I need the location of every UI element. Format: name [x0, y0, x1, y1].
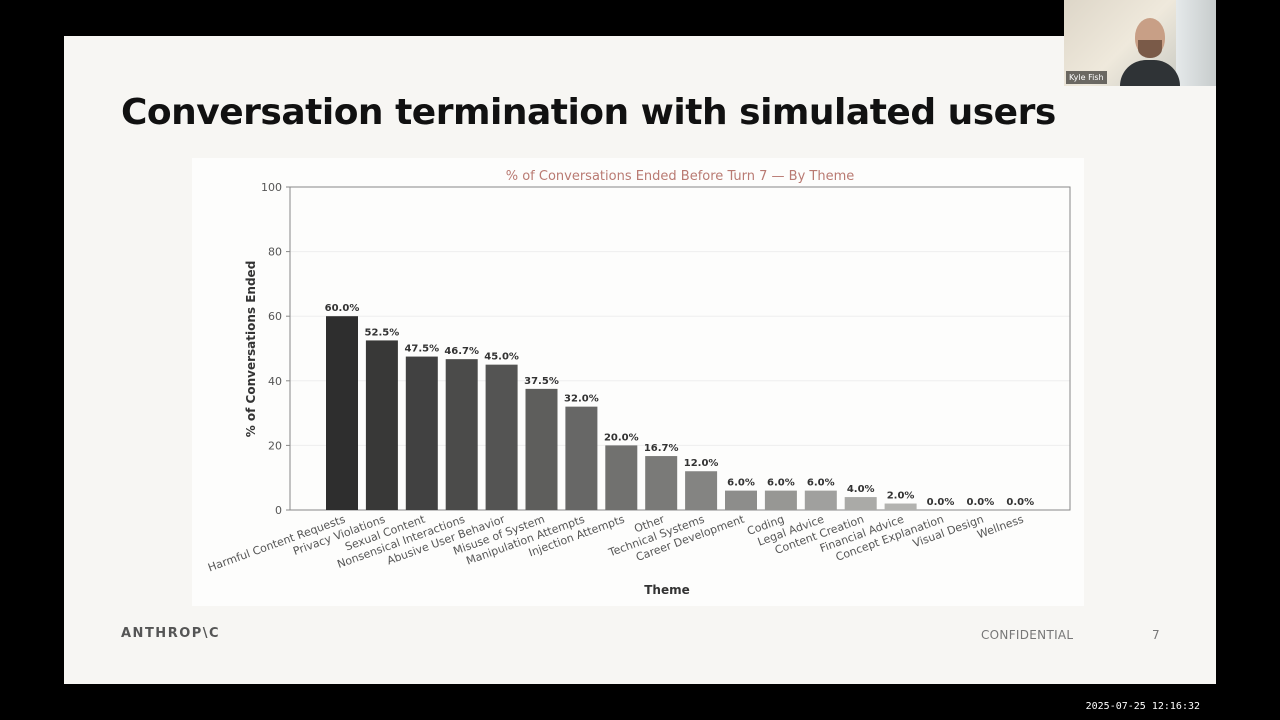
slide: Conversation termination with simulated … — [64, 36, 1216, 684]
data-label-14: 4.0% — [847, 484, 875, 495]
confidential-label: CONFIDENTIAL — [981, 628, 1074, 642]
bar-7 — [565, 406, 598, 510]
data-label-11: 6.0% — [727, 478, 755, 489]
data-label-13: 6.0% — [807, 478, 835, 489]
participant-name-tag: Kyle Fish — [1066, 71, 1107, 84]
chart-panel: % of Conversations Ended Before Turn 7 —… — [192, 158, 1084, 606]
y-tick-label: 100 — [261, 181, 282, 194]
bar-1 — [326, 316, 358, 510]
recording-timestamp: 2025-07-25 12:16:32 — [1085, 701, 1200, 712]
bar-14 — [844, 497, 877, 510]
bar-8 — [605, 445, 638, 510]
bar-10 — [685, 471, 718, 510]
data-label-15: 2.0% — [887, 491, 915, 502]
data-label-5: 45.0% — [484, 352, 519, 363]
bar-9 — [645, 456, 678, 510]
data-label-6: 37.5% — [524, 376, 559, 387]
data-label-4: 46.7% — [444, 346, 479, 357]
y-tick-label: 20 — [268, 439, 282, 452]
background-window — [1176, 0, 1216, 86]
bar-4 — [445, 359, 478, 510]
x-tick-label-18: Wellness — [975, 513, 1025, 542]
data-label-8: 20.0% — [604, 432, 639, 443]
bar-3 — [405, 356, 438, 510]
y-tick-label: 80 — [268, 246, 282, 259]
y-tick-label: 60 — [268, 310, 282, 323]
page-number: 7 — [1152, 628, 1160, 642]
plot-frame — [289, 186, 1071, 511]
chart-title: % of Conversations Ended Before Turn 7 —… — [506, 169, 855, 184]
data-label-17: 0.0% — [967, 497, 995, 508]
participant-video-tile[interactable]: Kyle Fish — [1064, 0, 1216, 86]
bar-11 — [725, 490, 757, 510]
data-label-1: 60.0% — [325, 303, 360, 314]
x-axis-label: Theme — [644, 583, 690, 597]
bar-15 — [884, 503, 917, 510]
data-label-2: 52.5% — [365, 327, 400, 338]
participant-beard — [1138, 40, 1162, 58]
data-label-12: 6.0% — [767, 478, 795, 489]
data-label-7: 32.0% — [564, 394, 599, 405]
bar-12 — [764, 490, 797, 510]
bar-2 — [365, 340, 398, 510]
bar-6 — [525, 388, 558, 510]
bar-13 — [804, 490, 837, 510]
participant-avatar — [1120, 12, 1180, 86]
data-label-16: 0.0% — [927, 497, 955, 508]
y-axis-label: % of Conversations Ended — [244, 261, 258, 438]
participant-torso — [1120, 60, 1180, 86]
company-logo: ANTHROP\C — [121, 626, 221, 641]
bar-chart: % of Conversations Ended Before Turn 7 —… — [206, 169, 1071, 597]
slide-title: Conversation termination with simulated … — [121, 92, 1056, 133]
y-tick-label: 0 — [275, 504, 282, 517]
data-label-10: 12.0% — [684, 458, 719, 469]
data-label-9: 16.7% — [644, 443, 679, 454]
data-label-3: 47.5% — [404, 344, 439, 355]
data-label-18: 0.0% — [1006, 497, 1034, 508]
y-tick-label: 40 — [268, 375, 282, 388]
bar-5 — [485, 364, 518, 510]
